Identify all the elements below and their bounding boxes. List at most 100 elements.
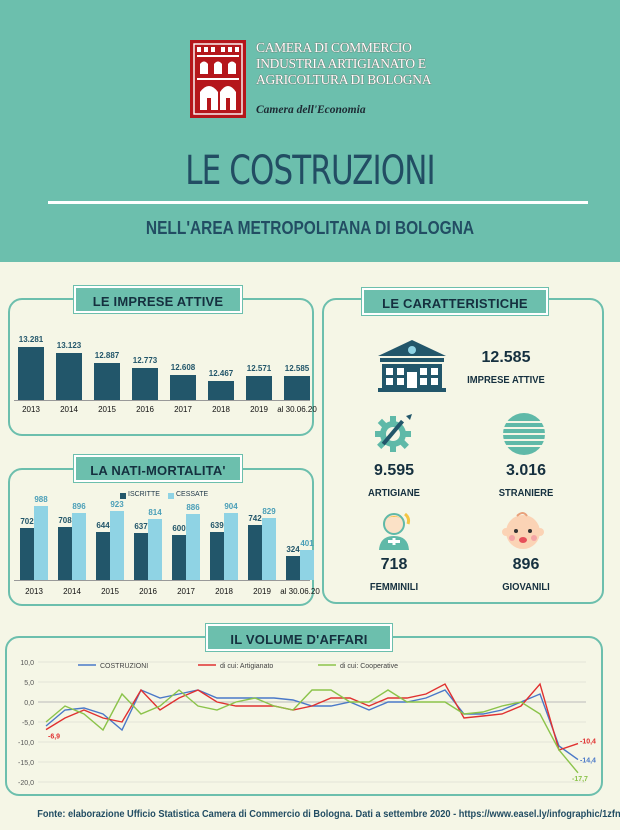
volume-y-tick: -5,0: [22, 720, 34, 727]
legend-label: ISCRITTE: [128, 491, 160, 498]
cessate-bar: [148, 519, 162, 580]
building-icon: [378, 340, 446, 392]
imprese-bar: [284, 375, 310, 400]
imprese-bar: [132, 367, 158, 400]
femminili-label: FEMMINILI: [369, 581, 419, 593]
volume-y-tick: -20,0: [18, 780, 34, 787]
imprese-category-label: 2015: [98, 405, 116, 414]
imprese-bar-value: 13.123: [56, 341, 82, 351]
volume-legend-label: di cui: Cooperative: [340, 663, 398, 670]
imprese-bar: [94, 363, 120, 400]
iscritte-bar: [96, 531, 110, 580]
cessate-bar: [110, 511, 124, 580]
volume-y-tick: 0,0: [24, 700, 34, 707]
iscritte-bar: [134, 532, 148, 580]
volume-y-tick: 10,0: [20, 660, 34, 667]
imprese-bar-value: 12.467: [208, 368, 234, 378]
title-divider: [48, 201, 588, 204]
volume-series-line: [45, 689, 579, 774]
page-title: LE COSTRUZIONI: [185, 148, 435, 194]
imprese-panel-title: LE IMPRESE ATTIVE: [74, 286, 242, 313]
source-footer: Fonte: elaborazione Ufficio Statistica C…: [37, 808, 620, 820]
nati-panel-title: LA NATI-MORTALITA': [74, 455, 242, 482]
iscritte-value: 324: [286, 544, 300, 554]
header-band: [0, 0, 620, 262]
iscritte-value: 637: [134, 521, 148, 531]
nati-category-label: 2019: [253, 587, 271, 596]
iscritte-bar: [20, 527, 34, 580]
iscritte-value: 639: [210, 521, 224, 531]
imprese-bar-value: 12.887: [94, 351, 120, 361]
volume-series-line: [45, 682, 579, 751]
chamber-logo-icon: [190, 40, 246, 118]
imprese-category-label: 2019: [250, 405, 268, 414]
nati-category-label: 2014: [63, 587, 81, 596]
iscritte-bar: [172, 535, 186, 580]
cessate-value: 829: [262, 507, 276, 517]
iscritte-value: 702: [20, 516, 34, 526]
nati-axis: [14, 580, 310, 581]
globe-icon: [502, 413, 546, 455]
iscritte-bar: [248, 524, 262, 580]
straniere-value: 3.016: [505, 462, 547, 479]
imprese-attive-value: 12.585: [481, 349, 531, 366]
straniere-label: STRANIERE: [498, 487, 554, 499]
imprese-panel: 13.281 2013 13.123 2014 12.887 2015 12.773 2016…: [8, 298, 317, 436]
imprese-bar: [208, 380, 234, 400]
femminili-value: 718: [380, 556, 408, 573]
imprese-category-label: 2013: [22, 405, 40, 414]
cessate-value: 896: [72, 502, 86, 512]
baby-face-icon: [502, 512, 544, 549]
cessate-value: 904: [224, 501, 238, 511]
caratteristiche-panel-title: LE CARATTERISTICHE: [362, 288, 548, 315]
cessate-bar: [224, 512, 238, 580]
volume-end-label-costruzioni: -14,4: [580, 758, 596, 765]
iscritte-value: 708: [58, 516, 72, 526]
imprese-bar-value: 12.585: [284, 363, 310, 373]
nati-category-label: 2017: [177, 587, 195, 596]
volume-end-label-artigianato: -10,4: [580, 739, 596, 746]
cessate-bar: [262, 518, 276, 580]
giovanili-label: GIOVANILI: [502, 581, 550, 593]
caratteristiche-panel: [322, 298, 604, 604]
volume-affari-chart: 10,0 5,0 0,0 -5,0 -10,0 -15,0 -20,0 COSTRUZIONI…: [18, 660, 596, 787]
cessate-bar: [186, 513, 200, 580]
imprese-attive-label: IMPRESE ATTIVE: [467, 374, 545, 386]
cessate-bar: [300, 550, 314, 580]
imprese-bar-value: 12.773: [132, 355, 158, 365]
imprese-category-label: 2014: [60, 405, 78, 414]
cessate-value: 886: [186, 502, 200, 512]
volume-legend-label: di cui: Artigianato: [220, 663, 273, 670]
volume-y-tick: -15,0: [18, 760, 34, 767]
logo-text-line-1: CAMERA DI COMMERCIO: [256, 40, 412, 55]
logo-text-line-2: INDUSTRIA ARTIGIANATO E: [256, 56, 426, 71]
cessate-value: 923: [110, 500, 124, 510]
imprese-category-label: 2016: [136, 405, 154, 414]
volume-start-label: -6,9: [48, 734, 60, 741]
imprese-bar-value: 12.608: [170, 362, 196, 372]
artigiane-label: ARTIGIANE: [368, 487, 420, 499]
volume-y-tick: 5,0: [24, 680, 34, 687]
gear-wrench-icon: [375, 414, 412, 452]
imprese-bar: [18, 346, 44, 400]
volume-panel-title: IL VOLUME D'AFFARI: [206, 624, 392, 651]
legend-label: CESSATE: [176, 491, 209, 498]
volume-end-label-cooperative: -17,7: [572, 776, 588, 783]
iscritte-bar: [58, 527, 72, 580]
volume-y-tick: -10,0: [18, 740, 34, 747]
iscritte-value: 644: [96, 520, 110, 530]
imprese-bar: [56, 353, 82, 400]
imprese-bar-value: 12.571: [246, 364, 272, 374]
legend-swatch: [168, 493, 174, 499]
artigiane-value: 9.595: [373, 462, 415, 479]
imprese-bar-value: 13.281: [18, 334, 44, 344]
imprese-axis: [14, 400, 310, 401]
imprese-category-label: 2018: [212, 405, 230, 414]
nati-panel: 702 988 2013 708 896 2014 644 923 2015 637 814 2016…: [8, 468, 320, 606]
imprese-category-label: 2017: [174, 405, 192, 414]
volume-legend-label: COSTRUZIONI: [100, 663, 148, 670]
nati-category-label: 2015: [101, 587, 119, 596]
cessate-bar: [72, 513, 86, 580]
imprese-bar: [246, 376, 272, 400]
nati-category-label: 2013: [25, 587, 43, 596]
